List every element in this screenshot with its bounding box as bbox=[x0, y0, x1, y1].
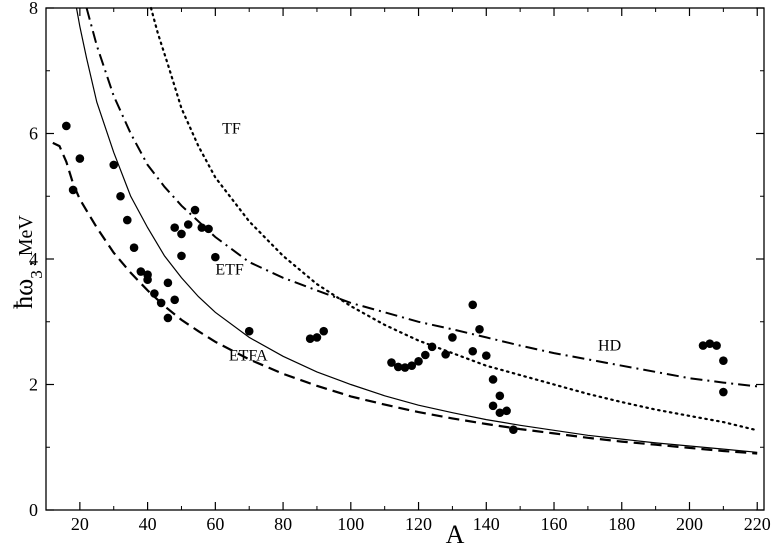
x-tick-label: 80 bbox=[274, 514, 292, 534]
x-tick-label: 120 bbox=[405, 514, 432, 534]
data-point bbox=[143, 275, 152, 285]
x-tick-label: 140 bbox=[473, 514, 500, 534]
data-point bbox=[122, 215, 132, 225]
x-tick-label: 200 bbox=[676, 514, 703, 534]
data-point bbox=[705, 339, 715, 349]
y-tick-label: 2 bbox=[29, 375, 38, 395]
data-point bbox=[481, 351, 491, 360]
data-point bbox=[393, 362, 403, 372]
curve-label-etfa: ETFA bbox=[229, 348, 268, 365]
curve-label-tf: TF bbox=[222, 121, 241, 138]
curve-etf bbox=[75, 7, 758, 453]
data-point bbox=[698, 341, 708, 350]
data-point bbox=[712, 341, 721, 350]
data-point bbox=[190, 205, 200, 215]
data-point bbox=[177, 251, 186, 261]
data-point bbox=[204, 224, 213, 234]
data-point bbox=[475, 324, 484, 334]
data-point bbox=[427, 342, 437, 352]
data-point bbox=[305, 334, 315, 343]
curve-tf bbox=[149, 6, 759, 432]
data-point bbox=[211, 252, 220, 262]
data-point bbox=[163, 313, 173, 323]
y-axis-ticks: 0 2 4 6 8 bbox=[29, 0, 764, 520]
curve-etfa bbox=[52, 141, 758, 455]
x-tick-label: 60 bbox=[206, 514, 224, 534]
data-point bbox=[312, 333, 322, 342]
data-point bbox=[170, 295, 179, 305]
data-point bbox=[197, 223, 207, 232]
data-point bbox=[495, 408, 505, 418]
data-point bbox=[468, 346, 478, 356]
data-point bbox=[719, 356, 728, 365]
data-point bbox=[244, 326, 254, 336]
data-point bbox=[156, 298, 166, 308]
x-tick-label: 20 bbox=[71, 514, 89, 534]
y-axis-label-unit: , MeV bbox=[15, 215, 37, 267]
curve-label-etf: ETF bbox=[215, 262, 244, 279]
plot-frame bbox=[45, 7, 765, 511]
data-point bbox=[502, 406, 511, 416]
x-tick-label: 180 bbox=[608, 514, 635, 534]
data-point bbox=[488, 401, 498, 411]
data-point bbox=[150, 289, 159, 298]
x-axis-ticks: 20 40 60 80 100 120 140 160 180 200 220 bbox=[71, 8, 771, 534]
data-point bbox=[170, 223, 179, 232]
y-tick-label: 8 bbox=[29, 0, 38, 18]
y-tick-label: 6 bbox=[29, 124, 38, 144]
data-point bbox=[421, 350, 430, 360]
y-tick-label: 0 bbox=[29, 500, 38, 520]
data-point bbox=[488, 375, 498, 384]
data-point bbox=[136, 267, 146, 276]
x-tick-label: 220 bbox=[744, 514, 771, 534]
data-point bbox=[75, 154, 85, 163]
y-axis-label: ħω3 , MeV bbox=[9, 215, 46, 309]
data-point bbox=[183, 220, 193, 229]
data-point bbox=[407, 361, 417, 370]
data-points bbox=[62, 121, 728, 434]
data-point bbox=[719, 387, 728, 397]
data-point bbox=[129, 243, 139, 253]
y-tick-label: 4 bbox=[29, 249, 38, 269]
x-axis-label: A bbox=[446, 520, 465, 547]
data-point bbox=[109, 160, 119, 170]
data-point bbox=[116, 191, 125, 201]
curves bbox=[52, 6, 759, 455]
data-point bbox=[387, 358, 396, 367]
data-point bbox=[68, 185, 78, 195]
data-point bbox=[62, 121, 71, 131]
curve-label-hd: HD bbox=[598, 338, 621, 355]
x-tick-label: 40 bbox=[139, 514, 157, 534]
data-point bbox=[509, 425, 518, 434]
data-point bbox=[414, 356, 423, 366]
x-tick-label: 100 bbox=[337, 514, 364, 534]
data-point bbox=[448, 333, 457, 342]
data-point bbox=[468, 300, 478, 310]
data-point bbox=[177, 229, 186, 239]
y-axis-label-symbol: ħω bbox=[9, 279, 38, 309]
data-point bbox=[400, 363, 410, 372]
data-point bbox=[495, 391, 505, 401]
x-tick-label: 160 bbox=[541, 514, 568, 534]
data-point bbox=[441, 350, 450, 359]
curve-labels: TF HD ETF ETFA bbox=[215, 121, 621, 365]
data-point bbox=[163, 278, 173, 288]
curve-hd bbox=[85, 7, 758, 388]
data-point bbox=[319, 326, 329, 336]
y-axis-label-subscript: 3 bbox=[27, 270, 46, 279]
